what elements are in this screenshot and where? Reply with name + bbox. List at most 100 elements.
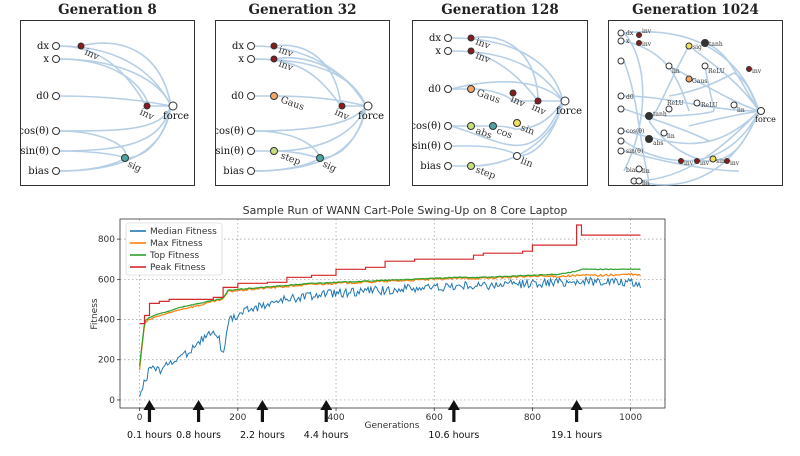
plot-area-frame: [119, 218, 666, 409]
input-label-sin: sin(θ): [413, 141, 441, 152]
op-label: cos: [495, 125, 514, 141]
input-label-cos: cos(θ): [216, 126, 244, 137]
output-label: force: [163, 111, 189, 122]
input-label-x: x: [43, 54, 49, 65]
hidden-node-lin: [513, 152, 521, 160]
op-label: inv: [642, 28, 652, 35]
series-line-top: [139, 268, 641, 366]
input-label-d0: d0: [36, 91, 49, 102]
legend-label: Top Fitness: [149, 251, 200, 261]
op-label: inv: [277, 44, 295, 60]
input-label-d0: d0: [231, 91, 244, 102]
op-label: abs: [653, 140, 664, 147]
hidden-node-sin: [513, 119, 521, 127]
series-line-median: [139, 275, 641, 397]
network-diagram-gen128: dx x d0 cos(θ) sin(θ) bias inv inv Gaus …: [413, 33, 582, 182]
hidden-node-step: [467, 162, 475, 170]
input-label-bias: bias: [28, 166, 49, 177]
hidden-node-inv: [678, 158, 684, 164]
hidden-node-inv: [746, 66, 752, 72]
op-label: inv: [730, 160, 740, 167]
input-label-x: x: [238, 54, 244, 65]
input-label-sin: sin(θ): [216, 146, 244, 157]
input-label-d0: d0: [626, 94, 634, 101]
input-node: [444, 47, 452, 55]
hidden-node-inv: [636, 40, 642, 46]
input-node: [52, 92, 60, 100]
input-node: [617, 57, 625, 65]
op-label: tanh: [709, 41, 723, 48]
series-group: [139, 224, 641, 397]
op-label: inv: [642, 41, 652, 48]
network-panel-gen128: dx x d0 cos(θ) sin(θ) bias inv inv Gaus …: [412, 20, 588, 186]
input-label-sin: sin(θ): [21, 146, 49, 157]
axes: 0 200 400 600 800 1000 0 200 400 600 800: [98, 235, 643, 423]
hidden-node-abs: [467, 122, 475, 130]
hidden-node-sin: [709, 155, 717, 163]
output-node: [363, 101, 373, 111]
hidden-node-lin: [635, 177, 643, 185]
network-diagram-gen1024: dx x d0 cos(θ) sin(θ) bias inv inv sig t…: [617, 28, 776, 187]
annotation-arrow-head: [320, 400, 333, 410]
op-label: inv: [684, 160, 694, 167]
input-label-cos: cos(θ): [626, 128, 644, 135]
hidden-node-lin: [730, 101, 738, 109]
output-label: force: [358, 111, 384, 122]
input-node: [444, 162, 452, 170]
annotation-label: 4.4 hours: [304, 430, 349, 441]
x-tick-label: 200: [229, 413, 246, 423]
legend-box: [125, 222, 223, 276]
input-node: [617, 137, 625, 145]
annotation-label: 2.2 hours: [240, 430, 285, 441]
hidden-node-inv: [694, 158, 700, 164]
annotation-label: 19.1 hours: [551, 430, 602, 441]
input-node: [444, 122, 452, 130]
y-tick-label: 200: [98, 356, 115, 366]
chart-title: Sample Run of WANN Cart-Pole Swing-Up on…: [242, 204, 568, 217]
input-label-bias: bias: [626, 167, 638, 174]
legend-label: Median Fitness: [150, 227, 217, 237]
hidden-node-inv: [534, 97, 542, 105]
series-line-peak: [139, 224, 641, 325]
x-tick-label: 0: [137, 413, 143, 423]
input-node: [444, 34, 452, 42]
input-label-dx: dx: [37, 41, 49, 52]
input-label-cos: cos(θ): [21, 126, 49, 137]
input-node: [247, 42, 255, 50]
input-node: [247, 55, 255, 63]
hidden-node-lin: [665, 62, 673, 70]
input-node: [247, 127, 255, 135]
input-label-dx: dx: [429, 33, 441, 44]
output-label: force: [755, 115, 776, 124]
input-node: [617, 105, 625, 113]
op-label: ReLU: [667, 100, 684, 107]
op-label: lin: [642, 180, 650, 187]
op-label: lin: [737, 107, 745, 114]
op-label: ReLU: [708, 68, 725, 75]
input-node: [617, 147, 625, 155]
hidden-node-tanh: [701, 39, 709, 47]
annotation-label: 10.6 hours: [428, 430, 479, 441]
y-tick-label: 0: [109, 396, 115, 406]
input-label-x: x: [626, 38, 630, 45]
op-label: sig: [693, 44, 702, 51]
input-label-bias: bias: [223, 166, 244, 177]
x-tick-label: 800: [524, 413, 541, 423]
y-axis-label: Fitness: [90, 298, 100, 329]
hidden-node-inv: [724, 158, 730, 164]
hidden-node-inv: [143, 102, 151, 110]
annotation-arrow-head: [447, 400, 460, 410]
panel-title-gen32: Generation 32: [248, 2, 357, 18]
legend-label: Peak Fitness: [150, 263, 206, 273]
panel-title-gen128: Generation 128: [441, 2, 559, 18]
input-node: [52, 42, 60, 50]
input-node: [247, 167, 255, 175]
op-label: inv: [474, 36, 492, 52]
hidden-node-gaus: [270, 92, 278, 100]
legend-label: Max Fitness: [150, 239, 203, 249]
input-node: [247, 92, 255, 100]
network-diagram-gen32: dx x d0 cos(θ) sin(θ) bias inv inv Gaus …: [216, 41, 384, 177]
annotation-label: 0.8 hours: [176, 430, 221, 441]
hidden-node-inv: [509, 89, 517, 97]
hidden-node-relu: [665, 105, 673, 113]
